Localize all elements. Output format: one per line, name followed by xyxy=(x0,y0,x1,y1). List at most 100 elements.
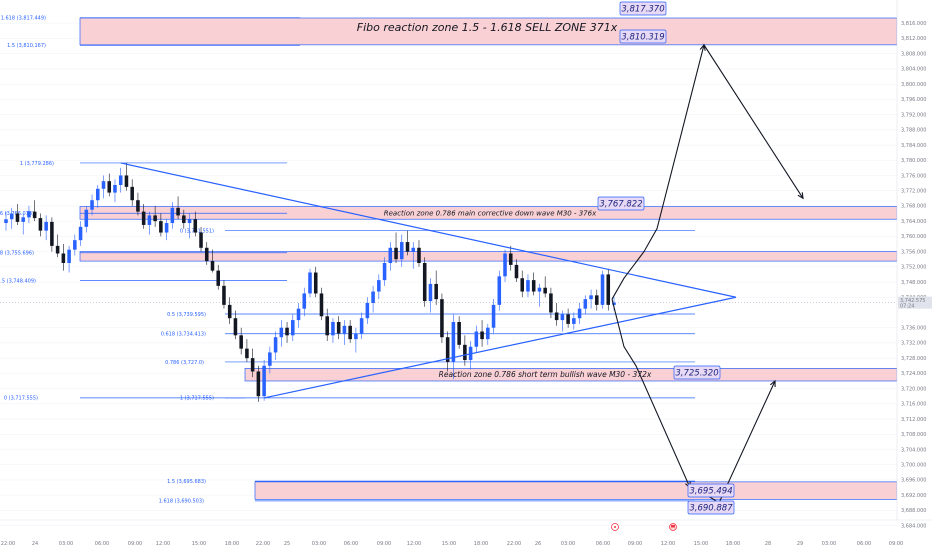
arrowhead-down-return xyxy=(797,192,804,200)
candle-body xyxy=(595,295,599,305)
candle-body xyxy=(474,331,479,347)
candle-body xyxy=(612,302,616,305)
event-marker-icon[interactable] xyxy=(611,523,619,531)
candle-body xyxy=(434,283,438,300)
candle-body xyxy=(84,209,89,227)
price-tick-label: 3,704.000 xyxy=(901,447,926,453)
candle-body xyxy=(124,175,129,187)
candle-body xyxy=(233,318,238,336)
candle-body xyxy=(291,320,295,336)
price-tick-label: 3,732.000 xyxy=(901,341,926,347)
candle-body xyxy=(319,293,324,317)
zone-label: Reaction zone 0.786 main corrective down… xyxy=(384,209,597,217)
price-tick-label: 3,728.000 xyxy=(901,356,926,362)
candle-body xyxy=(583,299,588,309)
fib-level-label: 1.618 (3,690.503) xyxy=(159,499,204,505)
current-price-tag xyxy=(898,296,932,309)
candle-body xyxy=(204,247,209,262)
candle-body xyxy=(308,272,312,294)
price-tick-label: 3,764.000 xyxy=(901,219,926,225)
candle-body xyxy=(463,344,467,361)
price-tick-label: 3,796.000 xyxy=(901,97,926,103)
candle-body xyxy=(486,327,490,340)
candle-body xyxy=(250,358,255,372)
flag-icon[interactable] xyxy=(669,523,677,531)
time-tick-label: 03:00 xyxy=(59,541,73,547)
zone-label: Reaction zone 0.786 short term bullish w… xyxy=(439,370,652,379)
price-tick-label: 3,768.000 xyxy=(901,204,926,210)
candle-body xyxy=(445,337,450,362)
price-target-label: 3,725.320 xyxy=(675,369,718,379)
triangle-lower-line xyxy=(263,296,737,399)
price-target-box xyxy=(619,1,667,16)
price-tick-label: 3,808.000 xyxy=(901,51,926,57)
candle-body xyxy=(113,184,117,193)
candle-body xyxy=(543,287,547,294)
candle-body xyxy=(399,242,404,260)
time-tick-label: 22:00 xyxy=(256,541,270,547)
candle-body xyxy=(50,221,54,246)
candle-body xyxy=(457,321,461,345)
candle-body xyxy=(268,352,272,366)
candle-body xyxy=(118,175,123,185)
fib-level-label: 1 (3,717.555) xyxy=(180,396,214,402)
candle-body xyxy=(61,253,66,263)
time-tick-label: 06:00 xyxy=(344,541,358,547)
time-tick-label: 03:00 xyxy=(561,541,575,547)
time-tick-label: 09:00 xyxy=(128,541,142,547)
candle-body xyxy=(95,188,100,201)
current-price-label: 3,742.575 xyxy=(900,298,925,304)
fib-level-label: 0.5 (3,748.409) xyxy=(0,278,36,284)
candle-body xyxy=(279,327,284,338)
time-axis[interactable]: 22:00 24 03:00 06:00 09:00 12:00 15:00 18:00 22:… xyxy=(0,519,932,547)
time-tick-label: 25 xyxy=(284,541,290,547)
zone-box xyxy=(254,481,898,500)
fib-level-label: 0.5 (3,739.595) xyxy=(167,312,206,318)
countdown-label: 07:24 xyxy=(900,303,914,309)
candle-body xyxy=(73,240,77,250)
candle-body xyxy=(210,261,215,271)
price-tick-label: 3,724.000 xyxy=(901,371,926,377)
price-tick-label: 3,788.000 xyxy=(901,128,926,134)
candle-body xyxy=(377,280,381,292)
time-tick-label: 22:00 xyxy=(507,541,521,547)
candle-body xyxy=(216,270,221,286)
zone-label: Fibo reaction zone 1.5 - 1.618 SELL ZONE… xyxy=(357,21,618,34)
candle-body xyxy=(508,253,513,265)
candle-body xyxy=(101,181,106,189)
candle-body xyxy=(141,211,146,225)
candle-body xyxy=(27,211,31,218)
price-target-box xyxy=(673,365,721,380)
price-target-label: 3,695.494 xyxy=(689,487,732,497)
price-tick-label: 3,696.000 xyxy=(901,478,926,484)
time-tick-label: 09:00 xyxy=(889,541,903,547)
candle-body xyxy=(32,211,37,219)
candle-body xyxy=(422,263,427,302)
fib-level-label: 1.618 (3,817.449) xyxy=(1,16,46,22)
triangle-upper-line xyxy=(120,162,737,298)
candle-body xyxy=(38,218,43,231)
price-tick-label: 3,720.000 xyxy=(901,386,926,392)
price-axis[interactable]: 3,816.000 3,812.000 3,808.000 3,804.000 3,80… xyxy=(896,0,932,550)
candle-body xyxy=(348,325,352,340)
fib-level-label: 0.786 (3,727.0) xyxy=(165,360,204,366)
candle-body xyxy=(239,335,243,349)
candle-body xyxy=(176,207,180,216)
candle-body xyxy=(440,299,444,338)
candle-body xyxy=(136,200,140,212)
candle-body xyxy=(566,314,570,324)
time-tick-label: 18:00 xyxy=(474,541,488,547)
fib-level-label: 1 (3,779.286) xyxy=(20,161,54,167)
candle-body xyxy=(159,221,163,233)
price-target-box xyxy=(597,196,645,211)
candle-body xyxy=(313,272,318,294)
candle-body xyxy=(55,245,60,254)
price-target-label: 3,810.319 xyxy=(621,33,664,43)
price-axis-background xyxy=(897,0,932,550)
candle-body xyxy=(526,280,530,292)
candle-body xyxy=(394,247,398,260)
candle-body xyxy=(520,278,525,292)
candle-body xyxy=(405,242,410,252)
bullish-projection-path xyxy=(611,43,804,300)
